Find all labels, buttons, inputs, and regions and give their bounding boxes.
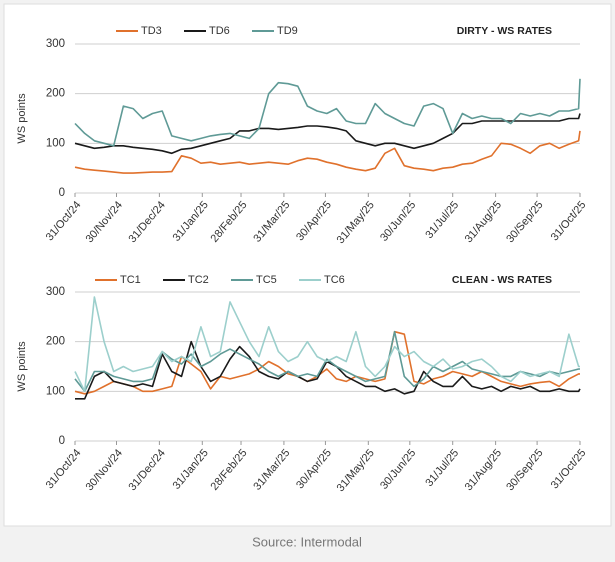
series-line — [74, 113, 581, 155]
y-tick-label: 300 — [46, 38, 65, 50]
legend-label: TD9 — [277, 25, 298, 37]
y-axis-label: WS points — [16, 341, 28, 392]
legend-label: TC2 — [188, 274, 209, 286]
series-line — [74, 330, 580, 395]
legend-label: TC5 — [256, 274, 277, 286]
series-line — [74, 78, 581, 147]
legend-label: TC1 — [120, 274, 141, 286]
y-tick-label: 0 — [59, 187, 65, 199]
source: Source: Intermodal — [252, 534, 362, 549]
y-tick-label: 100 — [46, 137, 65, 149]
chart-title: CLEAN - WS RATES — [452, 274, 552, 286]
series-line — [74, 130, 581, 174]
chart-title: DIRTY - WS RATES — [457, 25, 552, 37]
y-tick-label: 0 — [59, 435, 65, 447]
chart-panel — [3, 3, 612, 527]
series-line — [75, 340, 581, 400]
series-line — [74, 296, 580, 393]
y-tick-label: 100 — [46, 385, 65, 397]
y-tick-label: 200 — [46, 336, 65, 348]
legend-label: TC6 — [324, 274, 345, 286]
legend-label: TD3 — [141, 25, 162, 37]
y-tick-label: 200 — [46, 88, 65, 100]
y-axis-label: WS points — [16, 93, 28, 144]
legend-label: TD6 — [209, 25, 230, 37]
y-tick-label: 300 — [46, 286, 65, 298]
